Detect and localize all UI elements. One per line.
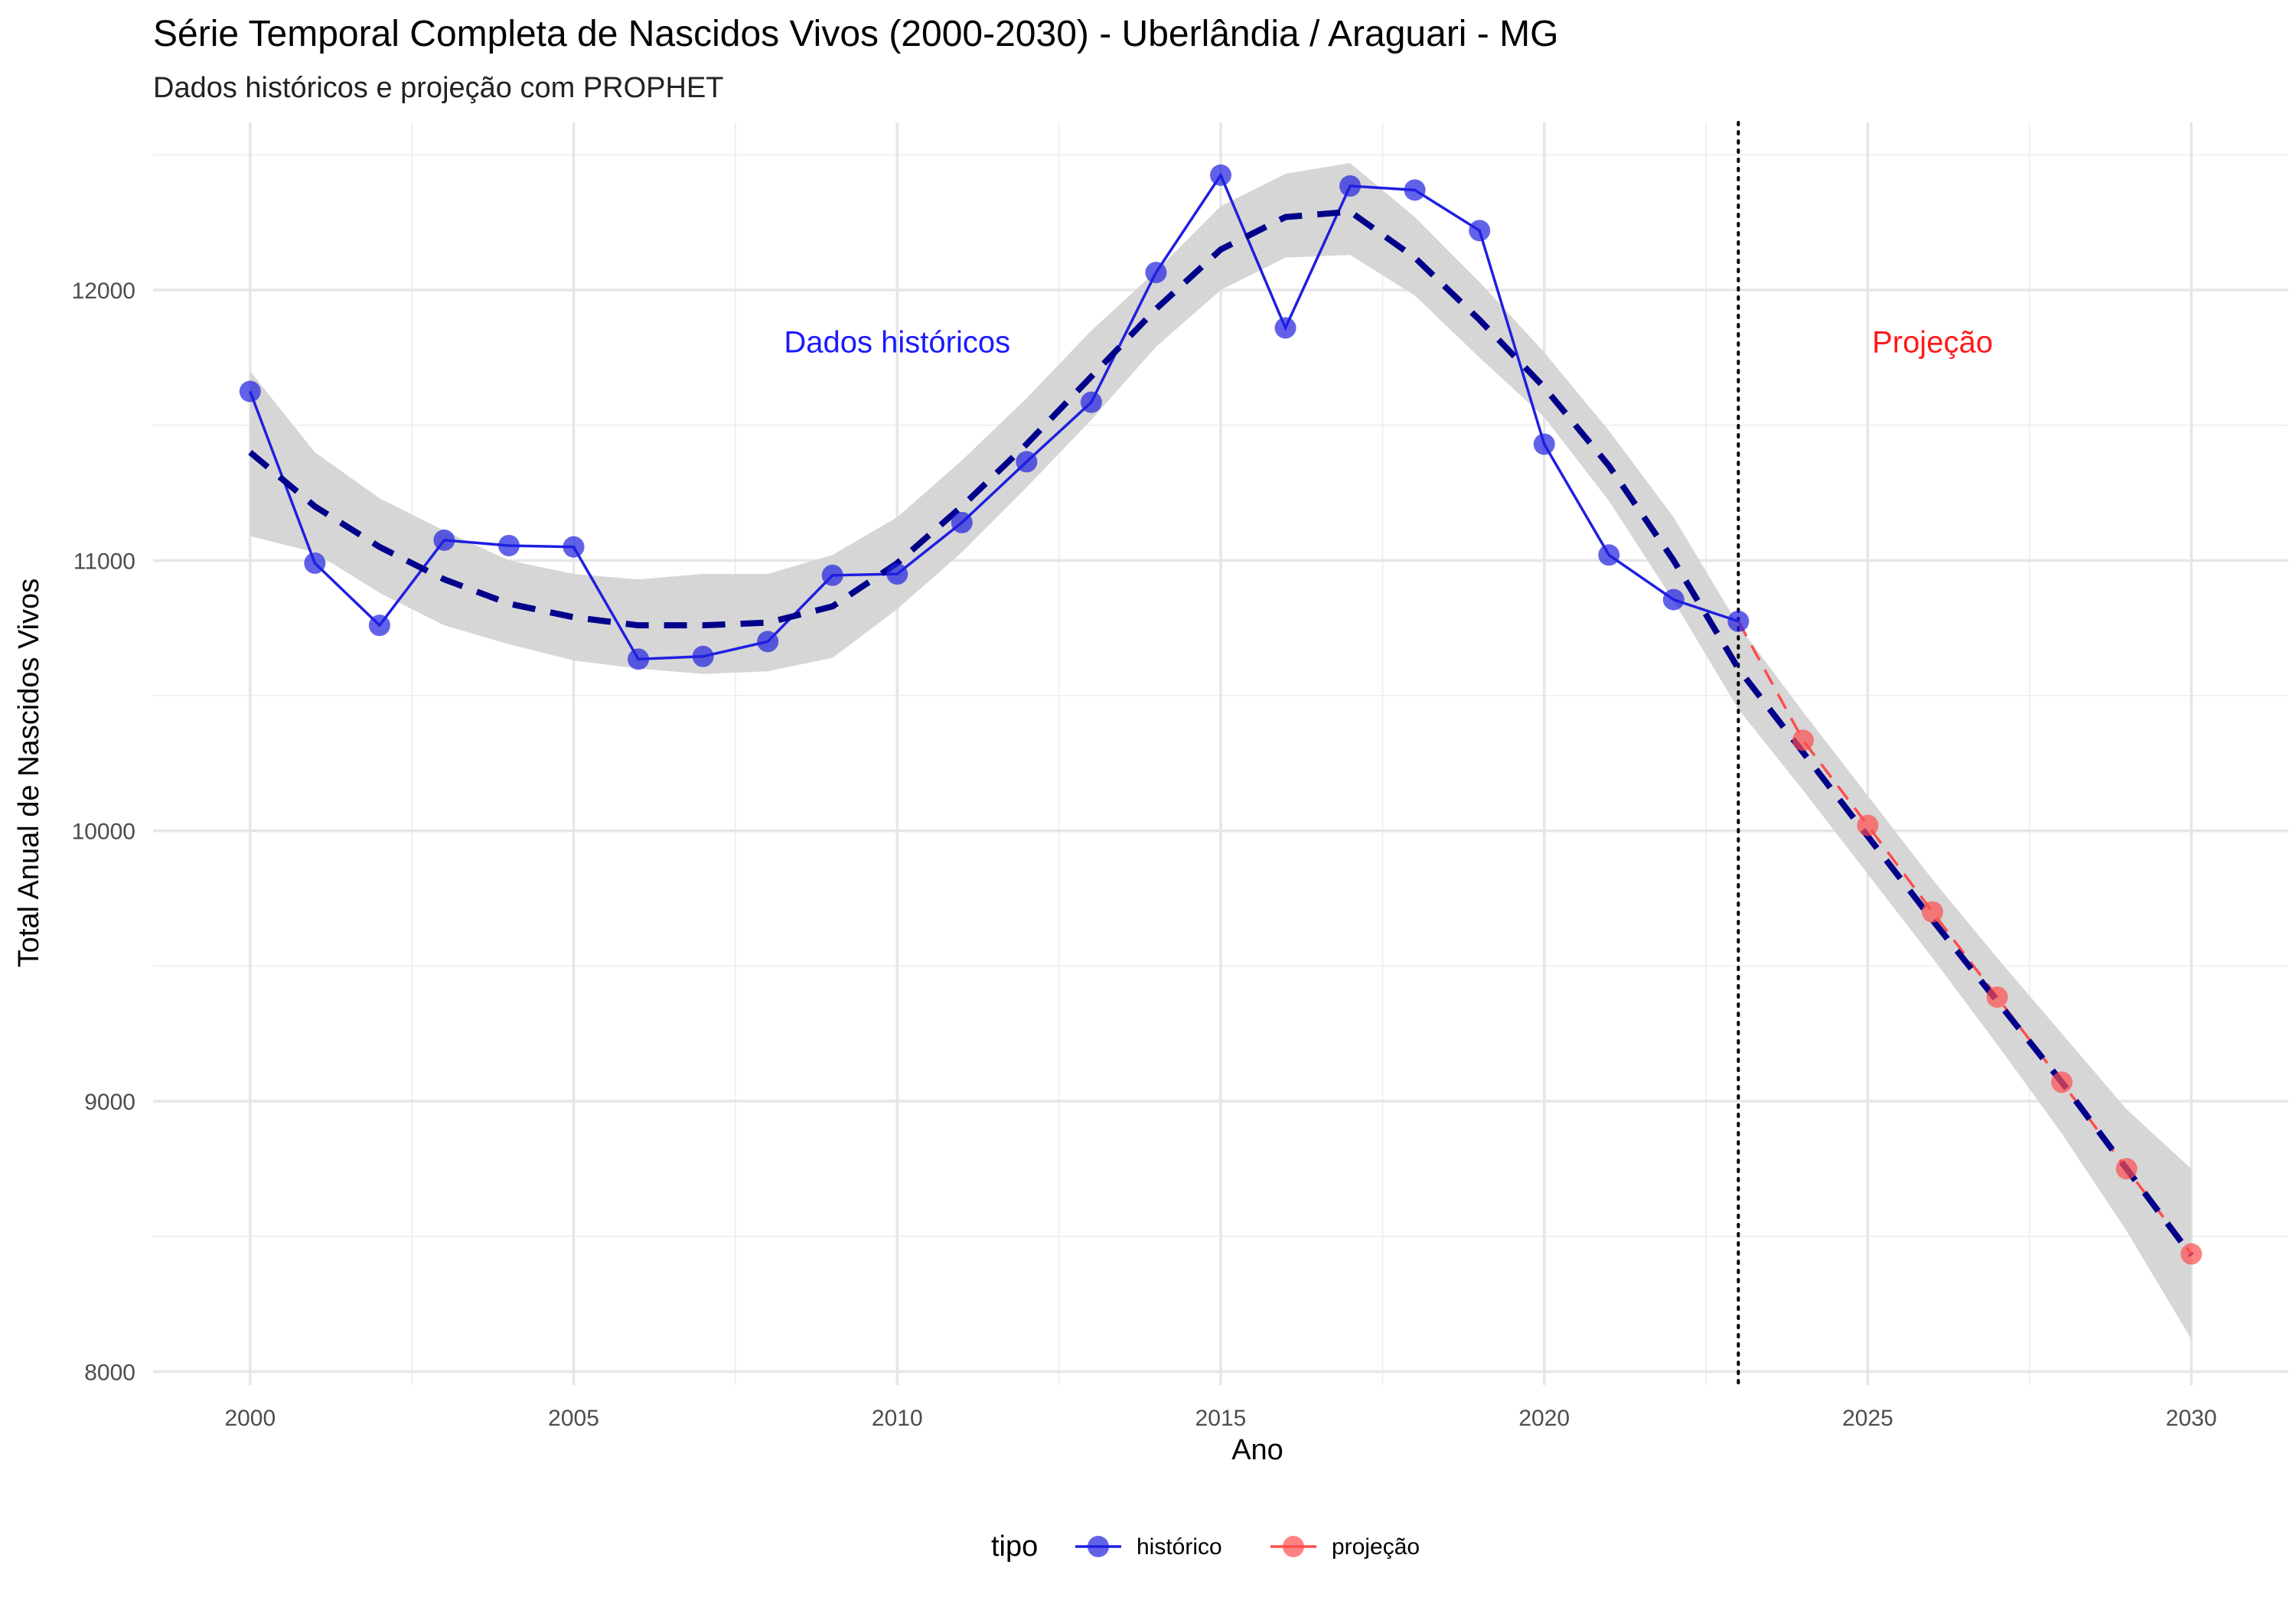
data-point xyxy=(1274,317,1296,339)
data-point xyxy=(1598,544,1620,566)
legend-label: projeção xyxy=(1332,1534,1420,1560)
data-point xyxy=(433,529,455,551)
annotation-label: Dados históricos xyxy=(784,325,1010,359)
data-point xyxy=(563,536,585,558)
y-tick-label: 9000 xyxy=(84,1090,135,1115)
data-point xyxy=(1922,901,1943,923)
x-tick-label: 2015 xyxy=(1195,1406,1247,1431)
x-tick-label: 2005 xyxy=(548,1406,599,1431)
data-point xyxy=(1792,729,1814,751)
x-axis-ticks: 2000 2005 2010 2015 2020 2025 2030 xyxy=(224,1406,2216,1431)
data-point xyxy=(1339,175,1362,197)
data-point xyxy=(1727,610,1750,632)
annotations: Dados históricos Projeção xyxy=(784,325,1993,359)
data-point xyxy=(821,564,843,586)
data-point xyxy=(304,552,326,574)
data-point xyxy=(1469,220,1491,242)
data-point xyxy=(1986,986,2008,1008)
legend-label: histórico xyxy=(1137,1534,1222,1560)
data-point xyxy=(1857,814,1879,836)
legend-title: tipo xyxy=(991,1530,1038,1563)
series-line-projeção xyxy=(1737,621,2193,1255)
series-lines xyxy=(249,172,2193,1255)
legend: tipo histórico projeção xyxy=(991,1530,1420,1563)
x-tick-label: 2030 xyxy=(2166,1406,2217,1431)
x-tick-label: 2000 xyxy=(224,1406,276,1431)
data-point xyxy=(239,380,261,403)
grid xyxy=(153,122,2288,1385)
y-axis-ticks: 8000 9000 10000 11000 12000 xyxy=(72,279,135,1385)
x-tick-label: 2010 xyxy=(872,1406,923,1431)
trend-line xyxy=(248,208,2194,1257)
data-point xyxy=(1016,451,1038,473)
data-point xyxy=(628,648,650,670)
chart-title: Série Temporal Completa de Nascidos Vivo… xyxy=(153,14,1558,54)
chart-subtitle: Dados históricos e projeção com PROPHET xyxy=(153,72,724,104)
data-point xyxy=(951,511,973,533)
data-point xyxy=(1080,391,1102,413)
data-point xyxy=(1404,179,1426,201)
x-tick-label: 2020 xyxy=(1518,1406,1570,1431)
data-point xyxy=(757,631,779,653)
y-tick-label: 8000 xyxy=(84,1360,135,1385)
data-point xyxy=(692,645,714,667)
x-axis-title: Ano xyxy=(1231,1434,1283,1466)
data-points xyxy=(239,164,2203,1265)
data-point xyxy=(498,534,520,556)
y-axis-title: Total Anual de Nascidos Vivos xyxy=(13,579,45,967)
y-tick-label: 10000 xyxy=(72,820,135,845)
y-tick-label: 12000 xyxy=(72,279,135,304)
legend-key-point xyxy=(1088,1536,1109,1557)
data-point xyxy=(2115,1158,2138,1180)
y-tick-label: 11000 xyxy=(73,549,135,574)
x-tick-label: 2025 xyxy=(1842,1406,1893,1431)
legend-key-point xyxy=(1283,1536,1304,1557)
annotation-label: Projeção xyxy=(1872,325,1993,359)
data-point xyxy=(886,563,908,585)
data-point xyxy=(1662,588,1684,611)
trend-path xyxy=(248,208,2194,1257)
data-point xyxy=(368,614,390,637)
data-point xyxy=(2180,1243,2203,1265)
data-point xyxy=(1210,164,1231,186)
series-line-histórico xyxy=(249,172,1739,661)
data-point xyxy=(2051,1071,2073,1094)
data-point xyxy=(1145,262,1167,284)
data-point xyxy=(1533,433,1555,455)
